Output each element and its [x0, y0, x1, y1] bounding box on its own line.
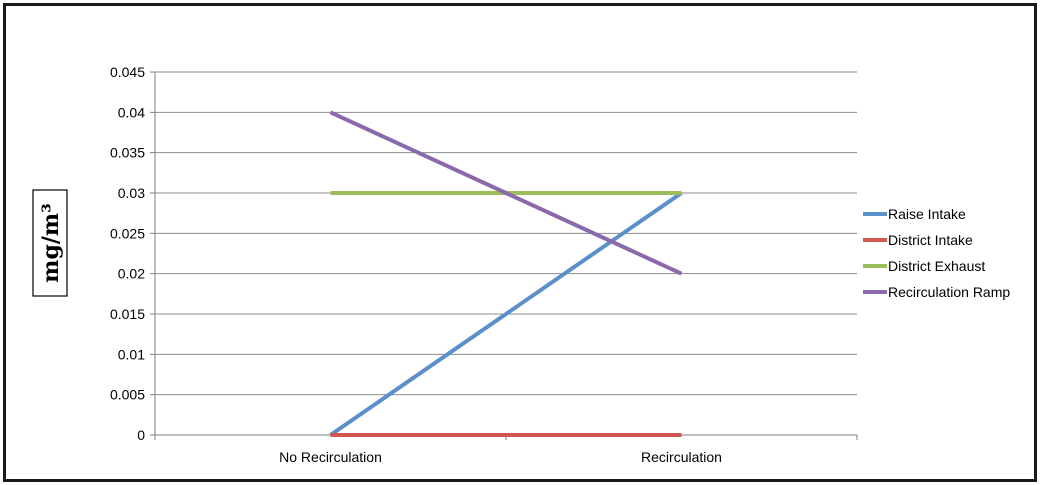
y-tick-label: 0.045	[110, 64, 145, 80]
line-chart: 0 0.005 0.01 0.015 0.02 0.025 0.03 0.035 0.04 0.0…	[32, 64, 1010, 465]
y-tick-label: 0.02	[118, 266, 145, 282]
series-line-raise-intake	[329, 191, 683, 437]
y-tick-label: 0	[137, 427, 145, 443]
legend-label: Recirculation Ramp	[888, 284, 1010, 300]
y-tick-label: 0.025	[110, 225, 145, 241]
y-tick-label: 0.005	[110, 387, 145, 403]
y-axis-label-text: mg/m³	[38, 203, 64, 283]
y-axis-label: mg/m³	[32, 189, 68, 297]
legend-label: District Intake	[888, 232, 973, 248]
x-tick-labels: No Recirculation Recirculation	[279, 449, 722, 465]
y-tick-labels: 0 0.005 0.01 0.015 0.02 0.025 0.03 0.035 0.04 0.0…	[110, 64, 145, 443]
x-tick-label: No Recirculation	[279, 449, 382, 465]
legend-label: Raise Intake	[888, 206, 966, 222]
legend-label: District Exhaust	[888, 258, 985, 274]
axes	[150, 71, 858, 440]
y-tick-label: 0.015	[110, 306, 145, 322]
series-line-recirculation-ramp	[329, 110, 683, 276]
y-tick-label: 0.04	[118, 104, 145, 120]
x-tick-label: Recirculation	[641, 449, 722, 465]
chart-frame: 0 0.005 0.01 0.015 0.02 0.025 0.03 0.035 0.04 0.0…	[3, 3, 1037, 482]
legend: Raise Intake District Intake District Exha…	[863, 206, 1010, 300]
y-tick-label: 0.03	[118, 185, 145, 201]
y-tick-label: 0.01	[118, 346, 145, 362]
y-axis-label-box	[32, 189, 68, 297]
grid-lines	[155, 71, 857, 396]
series-lines	[329, 110, 683, 437]
y-tick-label: 0.035	[110, 145, 145, 161]
